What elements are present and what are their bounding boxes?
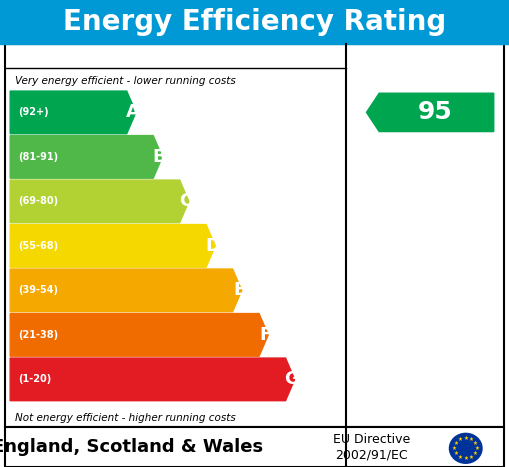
Text: ★: ★ (473, 441, 478, 446)
Text: (55-68): (55-68) (18, 241, 58, 251)
Text: England, Scotland & Wales: England, Scotland & Wales (0, 438, 263, 456)
Text: ★: ★ (463, 436, 468, 440)
Text: D: D (205, 237, 220, 255)
Text: Very energy efficient - lower running costs: Very energy efficient - lower running co… (15, 76, 236, 86)
Text: E: E (233, 282, 245, 299)
Text: C: C (180, 192, 193, 210)
Polygon shape (10, 358, 295, 401)
Text: (1-20): (1-20) (18, 375, 51, 384)
Polygon shape (10, 91, 136, 134)
Bar (0, 0, 509, 44)
Text: (92+): (92+) (18, 107, 48, 117)
Polygon shape (10, 269, 242, 311)
Polygon shape (366, 93, 494, 132)
Text: ★: ★ (452, 446, 457, 451)
Bar (5, 427, 504, 467)
Text: (21-38): (21-38) (18, 330, 58, 340)
Text: ★: ★ (454, 451, 459, 456)
Bar (5, 44, 504, 427)
Text: B: B (153, 148, 166, 166)
Text: (69-80): (69-80) (18, 197, 58, 206)
Text: 95: 95 (418, 100, 453, 124)
Text: ★: ★ (463, 456, 468, 461)
Text: ★: ★ (469, 437, 474, 442)
Polygon shape (10, 313, 268, 356)
Text: Not energy efficient - higher running costs: Not energy efficient - higher running co… (15, 413, 236, 423)
Text: Energy Efficiency Rating: Energy Efficiency Rating (63, 8, 446, 36)
Text: (81-91): (81-91) (18, 152, 58, 162)
Text: G: G (285, 370, 299, 389)
Text: ★: ★ (458, 455, 463, 460)
Text: A: A (126, 103, 140, 121)
Text: ★: ★ (469, 455, 474, 460)
Text: ★: ★ (473, 451, 478, 456)
Text: ★: ★ (458, 437, 463, 442)
Text: ★: ★ (454, 441, 459, 446)
Text: ★: ★ (474, 446, 479, 451)
Text: F: F (260, 326, 272, 344)
Polygon shape (10, 225, 215, 267)
Circle shape (449, 433, 482, 463)
Polygon shape (10, 135, 162, 178)
Polygon shape (10, 180, 189, 223)
Text: (39-54): (39-54) (18, 285, 58, 295)
Text: EU Directive
2002/91/EC: EU Directive 2002/91/EC (333, 433, 410, 461)
